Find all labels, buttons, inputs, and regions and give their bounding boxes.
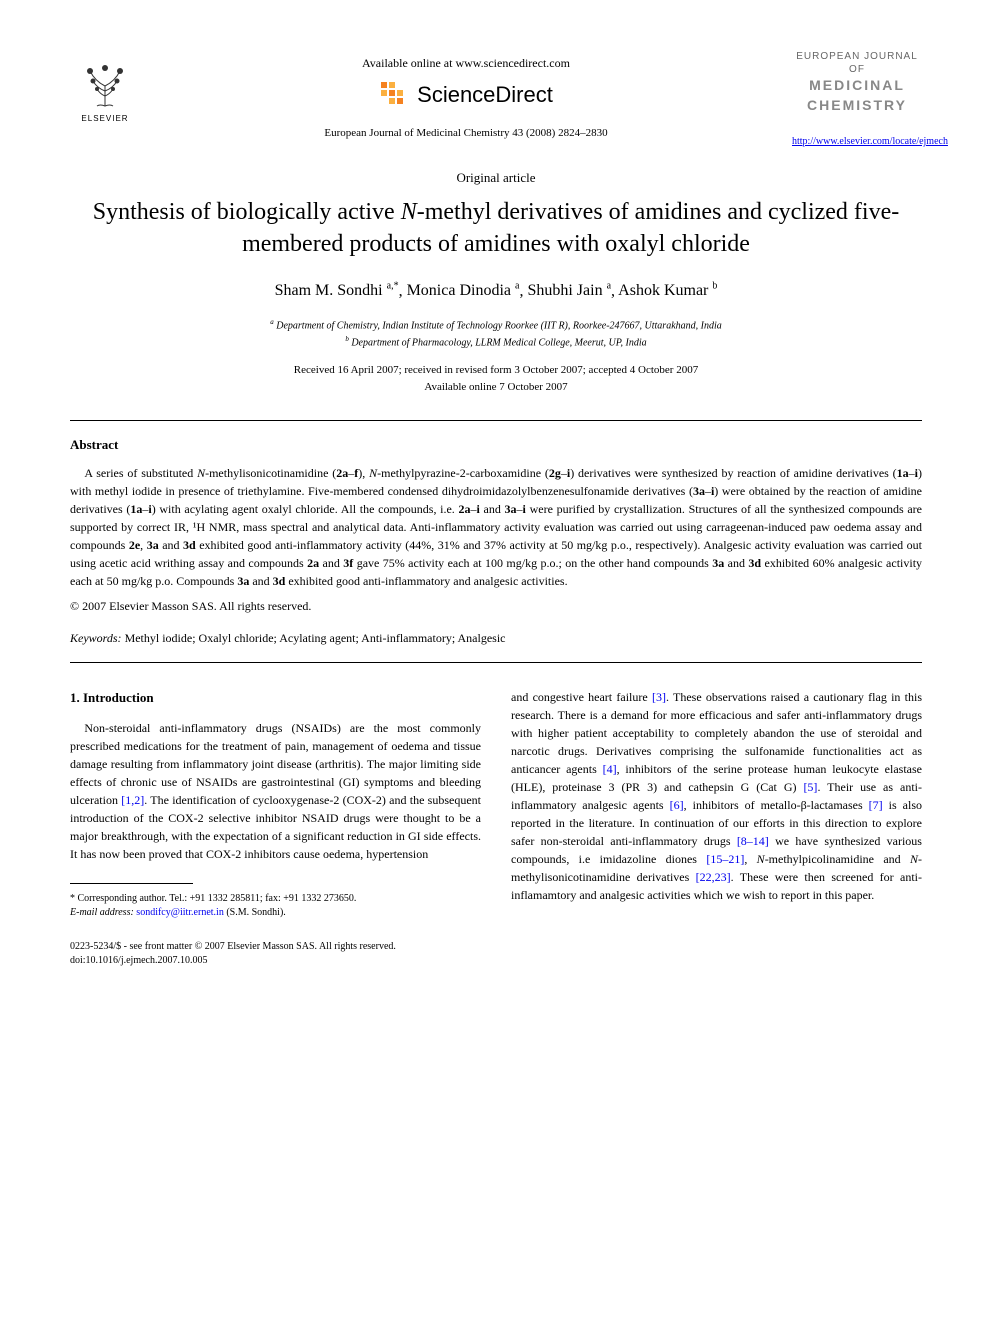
header-row: ELSEVIER Available online at www.science… — [70, 50, 922, 149]
doi-line: doi:10.1016/j.ejmech.2007.10.005 — [70, 954, 922, 968]
email-suffix: (S.M. Sondhi). — [226, 907, 285, 918]
elsevier-label: ELSEVIER — [81, 113, 128, 124]
column-left: 1. Introduction Non-steroidal anti-infla… — [70, 688, 481, 921]
col2-paragraph: and congestive heart failure [3]. These … — [511, 688, 922, 904]
column-right: and congestive heart failure [3]. These … — [511, 688, 922, 921]
keywords-label: Keywords: — [70, 631, 122, 645]
article-title: Synthesis of biologically active N-methy… — [70, 197, 922, 259]
journal-name-line2: MEDICINAL — [792, 76, 922, 96]
corresponding-author-footnote: * Corresponding author. Tel.: +91 1332 2… — [70, 892, 481, 920]
body-columns: 1. Introduction Non-steroidal anti-infla… — [70, 688, 922, 921]
available-date: Available online 7 October 2007 — [70, 379, 922, 396]
intro-heading: 1. Introduction — [70, 688, 481, 708]
journal-name-line3: CHEMISTRY — [792, 96, 922, 116]
abstract-text: A series of substituted N-methylisonicot… — [70, 464, 922, 590]
affiliation-0: a Department of Chemistry, Indian Instit… — [70, 317, 922, 333]
bottom-info: 0223-5234/$ - see front matter © 2007 El… — [70, 940, 922, 968]
affiliation-1: b Department of Pharmacology, LLRM Medic… — [70, 334, 922, 350]
title-italic: N — [401, 199, 417, 225]
journal-name-line1: EUROPEAN JOURNAL OF — [792, 50, 922, 76]
divider-top — [70, 420, 922, 421]
keywords-line: Keywords: Methyl iodide; Oxalyl chloride… — [70, 630, 922, 647]
author-0: Sham M. Sondhi a,* — [275, 282, 399, 299]
sciencedirect-logo: ScienceDirect — [140, 80, 792, 111]
author-2: Shubhi Jain a — [527, 282, 611, 299]
elsevier-logo: ELSEVIER — [70, 50, 140, 130]
title-part1: Synthesis of biologically active — [93, 199, 401, 225]
email-link[interactable]: sondifcy@iitr.ernet.in — [136, 907, 224, 918]
author-3: Ashok Kumar b — [618, 282, 717, 299]
elsevier-tree-icon — [75, 56, 135, 111]
center-header: Available online at www.sciencedirect.co… — [140, 50, 792, 141]
affiliations: a Department of Chemistry, Indian Instit… — [70, 317, 922, 350]
corresponding-text: * Corresponding author. Tel.: +91 1332 2… — [70, 892, 481, 906]
issn-line: 0223-5234/$ - see front matter © 2007 El… — [70, 940, 922, 954]
authors-list: Sham M. Sondhi a,*, Monica Dinodia a, Sh… — [70, 280, 922, 303]
sciencedirect-icon — [379, 80, 409, 110]
email-line: E-mail address: sondifcy@iitr.ernet.in (… — [70, 906, 481, 920]
abstract-copyright: © 2007 Elsevier Masson SAS. All rights r… — [70, 598, 922, 615]
col1-paragraph: Non-steroidal anti-inflammatory drugs (N… — [70, 719, 481, 863]
abstract-heading: Abstract — [70, 436, 922, 454]
author-1: Monica Dinodia a — [407, 282, 520, 299]
journal-cover: EUROPEAN JOURNAL OF MEDICINAL CHEMISTRY … — [792, 50, 922, 149]
divider-bottom — [70, 662, 922, 663]
keywords-text: Methyl iodide; Oxalyl chloride; Acylatin… — [125, 631, 506, 645]
received-date: Received 16 April 2007; received in revi… — [70, 362, 922, 379]
available-online-text: Available online at www.sciencedirect.co… — [140, 55, 792, 72]
citation-text: European Journal of Medicinal Chemistry … — [140, 126, 792, 141]
footnote-separator — [70, 883, 193, 884]
sciencedirect-text: ScienceDirect — [417, 80, 553, 111]
email-label: E-mail address: — [70, 907, 134, 918]
publication-dates: Received 16 April 2007; received in revi… — [70, 362, 922, 395]
journal-url-link[interactable]: http://www.elsevier.com/locate/ejmech — [792, 135, 922, 149]
article-type: Original article — [70, 169, 922, 187]
